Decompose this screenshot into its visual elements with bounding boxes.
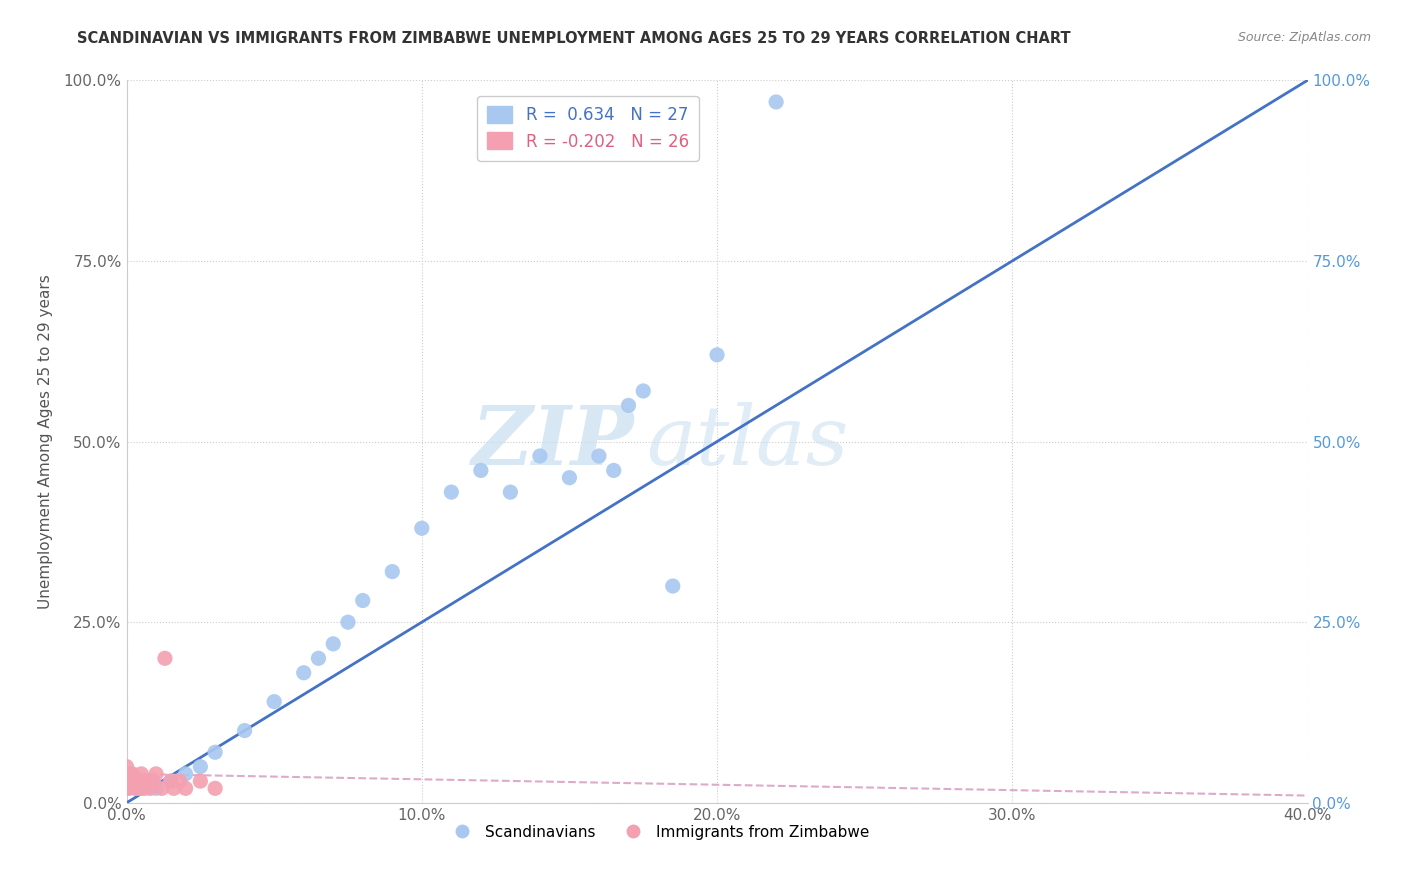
Point: [188, 774, 212, 789]
Point: [129, 774, 153, 789]
Point: [188, 760, 212, 774]
Point: [499, 485, 522, 500]
Point: [352, 593, 374, 607]
Point: [129, 781, 153, 796]
Point: [558, 470, 581, 484]
Point: [337, 615, 360, 630]
Point: [150, 781, 173, 796]
Point: [529, 449, 551, 463]
Point: [322, 637, 344, 651]
Point: [115, 774, 138, 789]
Point: [160, 774, 183, 789]
Point: [115, 760, 138, 774]
Point: [204, 745, 226, 759]
Point: [662, 579, 685, 593]
Point: [124, 774, 146, 789]
Point: [129, 767, 153, 781]
Point: [603, 463, 626, 477]
Point: [136, 774, 159, 789]
Point: [204, 781, 226, 796]
Point: [765, 95, 787, 109]
Text: atlas: atlas: [647, 401, 849, 482]
Point: [233, 723, 256, 738]
Point: [163, 781, 186, 796]
Point: [174, 781, 197, 796]
Point: [440, 485, 463, 500]
Point: [292, 665, 315, 680]
Legend: Scandinavians, Immigrants from Zimbabwe: Scandinavians, Immigrants from Zimbabwe: [440, 819, 876, 846]
Point: [706, 348, 728, 362]
Point: [160, 774, 183, 789]
Point: [588, 449, 610, 463]
Point: [411, 521, 433, 535]
Point: [134, 781, 156, 796]
Point: [145, 767, 167, 781]
Point: [121, 767, 143, 781]
Point: [308, 651, 330, 665]
Point: [470, 463, 492, 477]
Point: [174, 767, 197, 781]
Point: [153, 651, 176, 665]
Text: Source: ZipAtlas.com: Source: ZipAtlas.com: [1237, 31, 1371, 45]
Point: [263, 695, 285, 709]
Point: [617, 398, 640, 412]
Point: [115, 781, 138, 796]
Text: ZIP: ZIP: [472, 401, 634, 482]
Point: [121, 774, 143, 789]
Point: [127, 781, 149, 796]
Point: [381, 565, 404, 579]
Text: SCANDINAVIAN VS IMMIGRANTS FROM ZIMBABWE UNEMPLOYMENT AMONG AGES 25 TO 29 YEARS : SCANDINAVIAN VS IMMIGRANTS FROM ZIMBABWE…: [77, 31, 1071, 46]
Point: [142, 774, 165, 789]
Point: [118, 781, 141, 796]
Point: [139, 781, 162, 796]
Point: [118, 767, 141, 781]
Point: [145, 781, 167, 796]
Point: [124, 781, 146, 796]
Point: [633, 384, 655, 398]
Y-axis label: Unemployment Among Ages 25 to 29 years: Unemployment Among Ages 25 to 29 years: [38, 274, 52, 609]
Point: [169, 774, 191, 789]
Point: [115, 767, 138, 781]
